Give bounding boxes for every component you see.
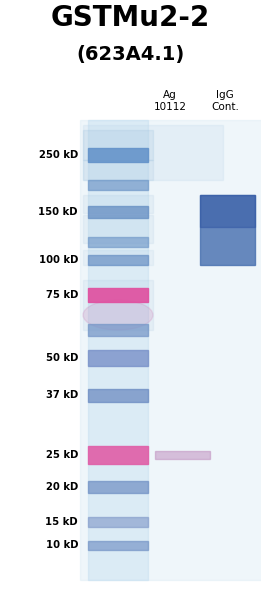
Bar xyxy=(88,255,148,265)
Bar xyxy=(88,517,148,527)
Bar xyxy=(88,541,148,550)
Bar xyxy=(200,195,255,226)
Bar xyxy=(88,350,148,366)
Bar xyxy=(88,180,148,190)
Bar xyxy=(88,288,148,302)
Text: 50 kD: 50 kD xyxy=(46,353,78,363)
Bar xyxy=(88,389,148,402)
Text: Cont.: Cont. xyxy=(211,102,239,112)
Bar xyxy=(83,250,153,265)
Bar xyxy=(155,451,210,459)
Text: 10112: 10112 xyxy=(153,102,187,112)
Text: 10 kD: 10 kD xyxy=(45,540,78,550)
Text: 250 kD: 250 kD xyxy=(39,150,78,160)
Text: IgG: IgG xyxy=(216,90,234,100)
Bar xyxy=(88,481,148,493)
Bar xyxy=(88,120,148,580)
Text: Ag: Ag xyxy=(163,90,177,100)
Bar xyxy=(83,280,153,330)
Text: GSTMu2-2: GSTMu2-2 xyxy=(51,4,210,32)
Text: 150 kD: 150 kD xyxy=(39,207,78,217)
Text: 15 kD: 15 kD xyxy=(45,517,78,527)
Bar xyxy=(83,125,223,180)
Bar xyxy=(83,130,153,160)
Ellipse shape xyxy=(83,300,153,330)
Text: 100 kD: 100 kD xyxy=(39,255,78,265)
Bar xyxy=(83,195,153,213)
Bar xyxy=(200,195,255,265)
Text: (623A4.1): (623A4.1) xyxy=(76,45,185,64)
Bar xyxy=(88,324,148,336)
Bar xyxy=(80,120,261,580)
Bar xyxy=(88,237,148,247)
Text: 37 kD: 37 kD xyxy=(46,390,78,400)
Bar xyxy=(88,148,148,162)
Text: 25 kD: 25 kD xyxy=(46,450,78,460)
Bar xyxy=(88,446,148,464)
Bar xyxy=(83,160,153,180)
Text: 75 kD: 75 kD xyxy=(46,290,78,300)
Bar xyxy=(83,215,153,243)
Bar xyxy=(88,206,148,218)
Text: 20 kD: 20 kD xyxy=(46,482,78,492)
